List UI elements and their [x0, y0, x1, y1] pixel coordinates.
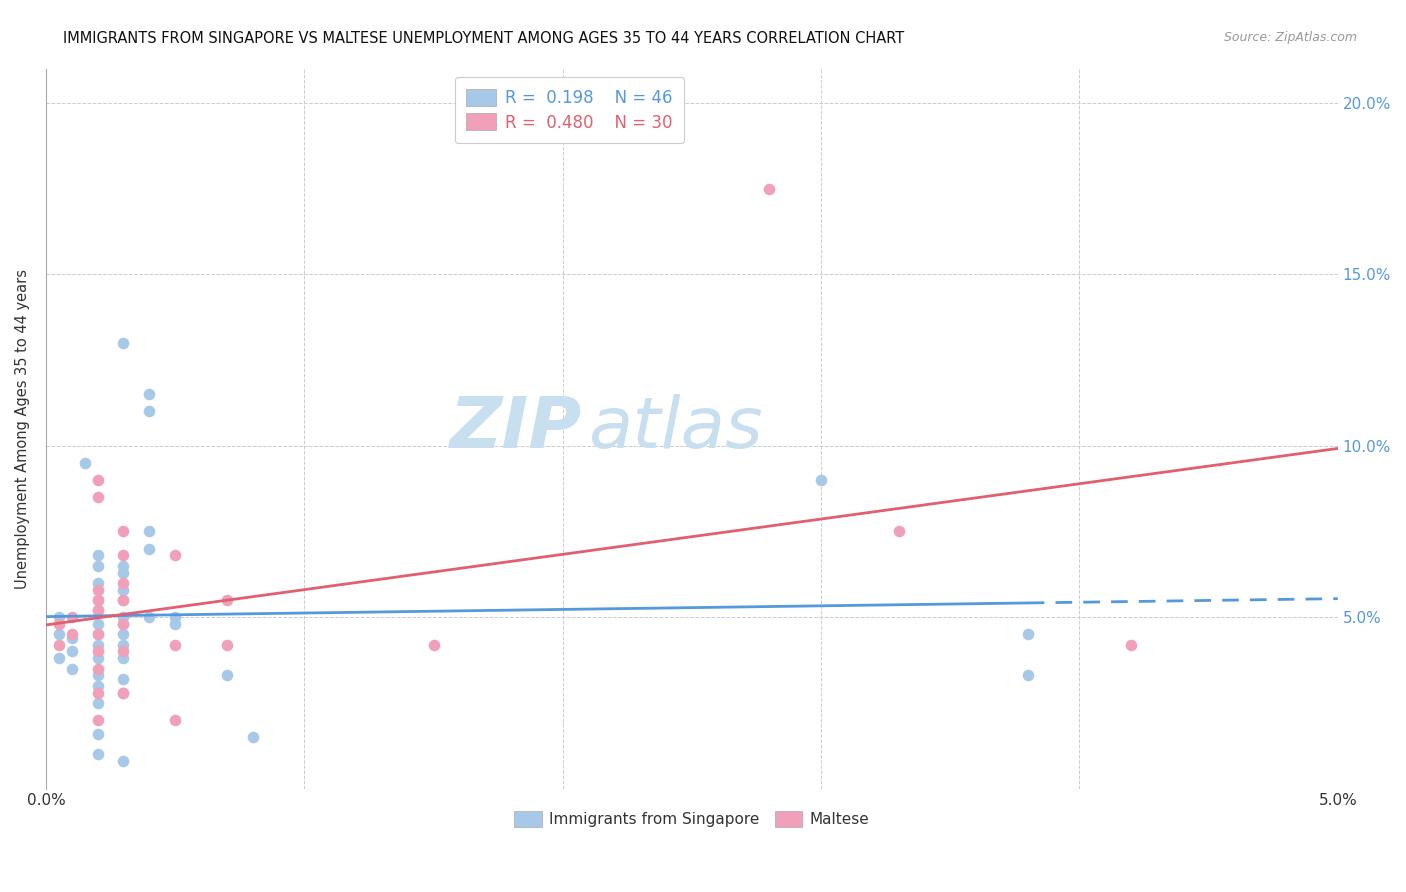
Point — [86, 713, 108, 727]
Point — [112, 610, 135, 624]
Point — [112, 582, 135, 597]
Point — [86, 651, 108, 665]
Point — [112, 638, 135, 652]
Point — [86, 616, 108, 631]
Text: atlas: atlas — [589, 394, 763, 463]
Point — [810, 473, 832, 487]
Point — [112, 644, 135, 658]
Point — [138, 610, 160, 624]
Point — [86, 696, 108, 710]
Point — [215, 638, 238, 652]
Point — [112, 627, 135, 641]
Point — [86, 473, 108, 487]
Point — [138, 387, 160, 401]
Point — [112, 593, 135, 607]
Point — [86, 575, 108, 590]
Point — [48, 616, 70, 631]
Point — [60, 610, 83, 624]
Point — [86, 638, 108, 652]
Point — [48, 651, 70, 665]
Point — [86, 593, 108, 607]
Text: Source: ZipAtlas.com: Source: ZipAtlas.com — [1223, 31, 1357, 45]
Point — [138, 404, 160, 418]
Point — [86, 558, 108, 573]
Point — [86, 644, 108, 658]
Point — [112, 651, 135, 665]
Point — [112, 558, 135, 573]
Point — [165, 713, 187, 727]
Point — [60, 631, 83, 645]
Point — [60, 627, 83, 641]
Point — [48, 610, 70, 624]
Point — [86, 490, 108, 504]
Point — [1017, 627, 1039, 641]
Point — [1017, 668, 1039, 682]
Point — [48, 638, 70, 652]
Point — [138, 524, 160, 539]
Legend: Immigrants from Singapore, Maltese: Immigrants from Singapore, Maltese — [506, 804, 877, 835]
Point — [215, 593, 238, 607]
Point — [112, 549, 135, 563]
Point — [887, 524, 910, 539]
Point — [215, 668, 238, 682]
Point — [242, 730, 264, 744]
Point — [86, 603, 108, 617]
Point — [112, 616, 135, 631]
Point — [86, 685, 108, 699]
Point — [112, 335, 135, 350]
Point — [165, 616, 187, 631]
Point — [112, 685, 135, 699]
Text: ZIP: ZIP — [450, 394, 582, 463]
Point — [86, 726, 108, 740]
Point — [1119, 638, 1142, 652]
Point — [112, 754, 135, 768]
Point — [60, 661, 83, 675]
Point — [86, 661, 108, 675]
Point — [422, 638, 444, 652]
Point — [86, 627, 108, 641]
Point — [112, 524, 135, 539]
Point — [165, 610, 187, 624]
Point — [165, 638, 187, 652]
Point — [112, 575, 135, 590]
Point — [86, 747, 108, 762]
Point — [112, 593, 135, 607]
Point — [112, 685, 135, 699]
Point — [48, 627, 70, 641]
Point — [758, 181, 780, 195]
Text: IMMIGRANTS FROM SINGAPORE VS MALTESE UNEMPLOYMENT AMONG AGES 35 TO 44 YEARS CORR: IMMIGRANTS FROM SINGAPORE VS MALTESE UNE… — [63, 31, 904, 46]
Point — [112, 616, 135, 631]
Point — [138, 541, 160, 556]
Y-axis label: Unemployment Among Ages 35 to 44 years: Unemployment Among Ages 35 to 44 years — [15, 268, 30, 589]
Point — [86, 627, 108, 641]
Point — [60, 644, 83, 658]
Point — [165, 549, 187, 563]
Point — [86, 679, 108, 693]
Point — [86, 668, 108, 682]
Point — [86, 603, 108, 617]
Point — [112, 672, 135, 686]
Point — [112, 566, 135, 580]
Point — [86, 549, 108, 563]
Point — [86, 593, 108, 607]
Point — [73, 456, 96, 470]
Point — [86, 582, 108, 597]
